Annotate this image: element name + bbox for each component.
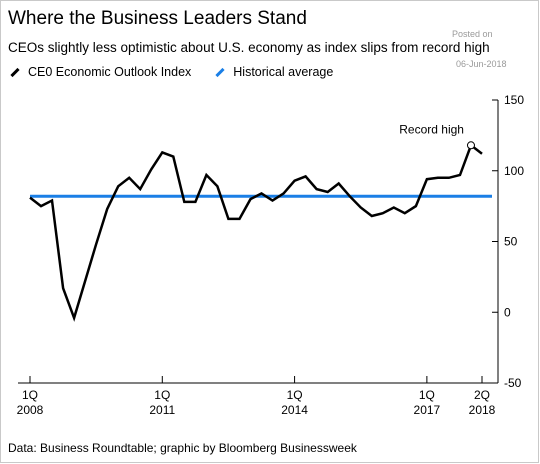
x-tick-label: 1Q (287, 388, 303, 402)
legend-label-average: Historical average (233, 65, 334, 79)
y-tick-label: 0 (504, 305, 511, 319)
y-tick-label: 50 (504, 235, 518, 249)
record-high-label: Record high (399, 122, 464, 136)
y-tick-label: 100 (504, 164, 524, 178)
posted-label: Posted on (452, 29, 493, 39)
x-tick-label: 2008 (17, 403, 44, 417)
legend-item-index: CE0 Economic Outlook Index (8, 65, 191, 79)
index-series-line (29, 143, 483, 322)
x-tick-label: 1Q (154, 388, 170, 402)
x-tick-label: 1Q (419, 388, 435, 402)
x-tick-label: 2011 (149, 403, 175, 417)
x-tick-label: 2018 (469, 403, 496, 417)
posted-date: 06-Jun-2018 (456, 59, 507, 69)
legend-item-average: Historical average (213, 65, 333, 79)
x-tick-label: 1Q (22, 388, 38, 402)
x-tick-label: 2017 (414, 403, 441, 417)
chart-title: Where the Business Leaders Stand (8, 8, 307, 29)
y-tick-label: 150 (504, 93, 524, 107)
record-high-marker (466, 141, 475, 150)
x-tick-label: 2014 (281, 403, 308, 417)
x-tick-label: 2Q (474, 388, 490, 402)
chart-legend: CE0 Economic Outlook Index Historical av… (8, 64, 355, 80)
legend-label-index: CE0 Economic Outlook Index (28, 65, 192, 79)
source-note: Data: Business Roundtable; graphic by Bl… (8, 441, 357, 455)
chart-subtitle: CEOs slightly less optimistic about U.S.… (8, 40, 490, 55)
y-tick-label: -50 (504, 376, 522, 390)
